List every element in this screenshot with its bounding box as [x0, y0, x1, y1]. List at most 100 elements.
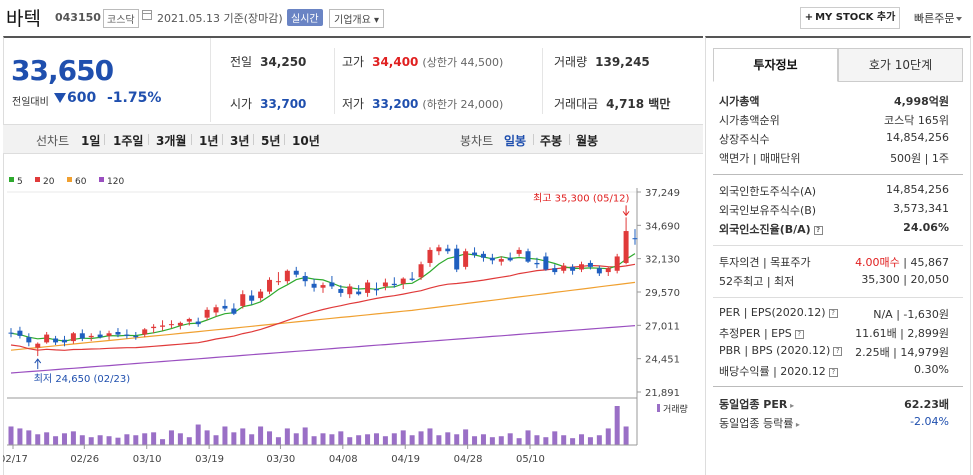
- chevron-down-icon: [956, 17, 963, 21]
- candle-body: [249, 295, 255, 301]
- candle-body: [8, 332, 14, 334]
- volume-bar: [525, 430, 531, 445]
- x-tick-label: 02/17: [3, 454, 28, 465]
- tab-3months[interactable]: 3개월: [156, 134, 187, 148]
- volume-bar: [365, 434, 371, 445]
- info-value-text: 62.23배: [904, 398, 949, 411]
- info-value-text: | 45,867: [903, 256, 949, 269]
- volume-bar: [311, 436, 317, 445]
- quick-order-button[interactable]: 빠른주문: [914, 10, 963, 26]
- info-value-text: 24.06%: [903, 221, 949, 234]
- x-tick-label: 04/19: [391, 454, 420, 465]
- stock-header: 바텍 043150 코스닥 2021.05.13 기준(장마감) 실시간 기업개…: [0, 0, 973, 36]
- tab-1week[interactable]: 1주일: [113, 134, 144, 148]
- info-label: 동일업종 등락률 ▸: [719, 417, 800, 430]
- candle-body: [498, 259, 504, 262]
- tab-line-chart[interactable]: 선차트: [36, 134, 70, 148]
- x-tick-label: 03/10: [133, 454, 162, 465]
- candle-body: [168, 324, 174, 326]
- tab-weekly[interactable]: 주봉: [540, 134, 563, 148]
- current-price: 33,650: [11, 54, 114, 87]
- info-value-text: 14,854,256: [886, 131, 949, 144]
- candle-body: [213, 307, 219, 313]
- tab-monthly[interactable]: 월봉: [576, 134, 599, 148]
- realtime-button[interactable]: 실시간: [287, 9, 323, 26]
- candle-body: [587, 262, 593, 267]
- legend-swatch: [9, 177, 14, 182]
- tab-daily[interactable]: 일봉: [504, 134, 527, 148]
- volume-bar: [213, 435, 219, 445]
- tab-candle-chart[interactable]: 봉차트: [460, 134, 494, 148]
- volume-bar: [570, 438, 576, 445]
- divider: [713, 245, 963, 246]
- candlestick-chart[interactable]: 5 20 60 120 37,249 34,690 32,130 29,570 27,011 24…: [3, 170, 703, 475]
- help-icon[interactable]: ?: [828, 308, 838, 318]
- candle-body: [507, 257, 513, 261]
- candle-body: [160, 325, 166, 327]
- candle-body: [17, 330, 23, 336]
- company-overview-button[interactable]: 기업개요 ▾: [329, 9, 384, 28]
- candle-body: [88, 335, 94, 338]
- chevron-right-icon[interactable]: ▸: [787, 401, 795, 410]
- volume-bar: [480, 434, 486, 445]
- help-icon[interactable]: ?: [794, 329, 804, 339]
- candle-body: [436, 247, 442, 252]
- info-row: 외국인한도주식수(A) 14,854,256: [719, 183, 949, 201]
- volume-bar: [240, 428, 246, 445]
- tab-investment-info[interactable]: 투자정보: [713, 48, 838, 82]
- ma20-line: [10, 263, 636, 351]
- chevron-right-icon[interactable]: ▸: [793, 420, 800, 429]
- chart-period-tabs: 선차트 1일 1주일 3개월 1년 3년 5년 10년 봉차트 일봉 주봉 월봉: [3, 124, 703, 154]
- candle-body: [338, 289, 344, 293]
- candle-body: [231, 308, 237, 314]
- volume-bar: [356, 435, 362, 445]
- legend-label: 5: [17, 177, 23, 187]
- candle-body: [605, 268, 611, 273]
- tab-1day[interactable]: 1일: [81, 134, 101, 148]
- info-value-text: 코스닥 165위: [884, 114, 949, 127]
- volume-bar: [445, 432, 451, 445]
- candle-body: [70, 333, 76, 342]
- info-row: 배당수익률 | 2020.12? 0.30%: [719, 363, 949, 381]
- tab-3years[interactable]: 3년: [230, 134, 250, 148]
- candle-body: [463, 251, 469, 267]
- candle-body: [151, 326, 157, 329]
- candle-body: [124, 334, 130, 336]
- divider: [569, 134, 570, 145]
- info-label: 투자의견 | 목표주가: [719, 256, 811, 269]
- volume-bar: [204, 430, 210, 445]
- volume-bar: [284, 428, 290, 445]
- candle-body: [489, 257, 495, 261]
- help-icon[interactable]: ?: [833, 346, 843, 356]
- volume: 거래량 139,245: [554, 55, 650, 69]
- candle-body: [53, 338, 59, 343]
- main-panel: [3, 36, 703, 475]
- candle-body: [614, 256, 620, 271]
- candle-body: [561, 265, 567, 271]
- volume-bar: [463, 429, 469, 445]
- info-value: 62.23배: [904, 396, 949, 412]
- volume-bar: [124, 434, 130, 445]
- volume-bar: [382, 436, 388, 445]
- volume-bar: [552, 431, 558, 445]
- volume-bar: [436, 435, 442, 445]
- help-icon[interactable]: ?: [813, 225, 823, 235]
- market-badge: 코스닥: [103, 9, 139, 28]
- tab-hoga-10[interactable]: 호가 10단계: [838, 48, 963, 82]
- tab-10years[interactable]: 10년: [292, 134, 320, 148]
- volume-bar: [26, 430, 32, 445]
- divider: [222, 134, 223, 145]
- volume-bar: [498, 436, 504, 445]
- help-icon[interactable]: ?: [828, 367, 838, 377]
- volume-bar: [53, 436, 59, 445]
- trade-amount: 거래대금 4,718 백만: [554, 97, 671, 111]
- ma120-line: [10, 325, 636, 374]
- tab-1year[interactable]: 1년: [199, 134, 219, 148]
- candle-body: [525, 251, 531, 262]
- add-my-stock-button[interactable]: + MY STOCK 추가: [800, 7, 900, 29]
- info-label: 외국인한도주식수(A): [719, 185, 817, 198]
- info-value-text: 11.61배 | 2,899원: [855, 327, 949, 340]
- tab-5years[interactable]: 5년: [261, 134, 281, 148]
- info-value-text: 500원 | 1주: [890, 152, 949, 165]
- volume-bar: [17, 428, 23, 445]
